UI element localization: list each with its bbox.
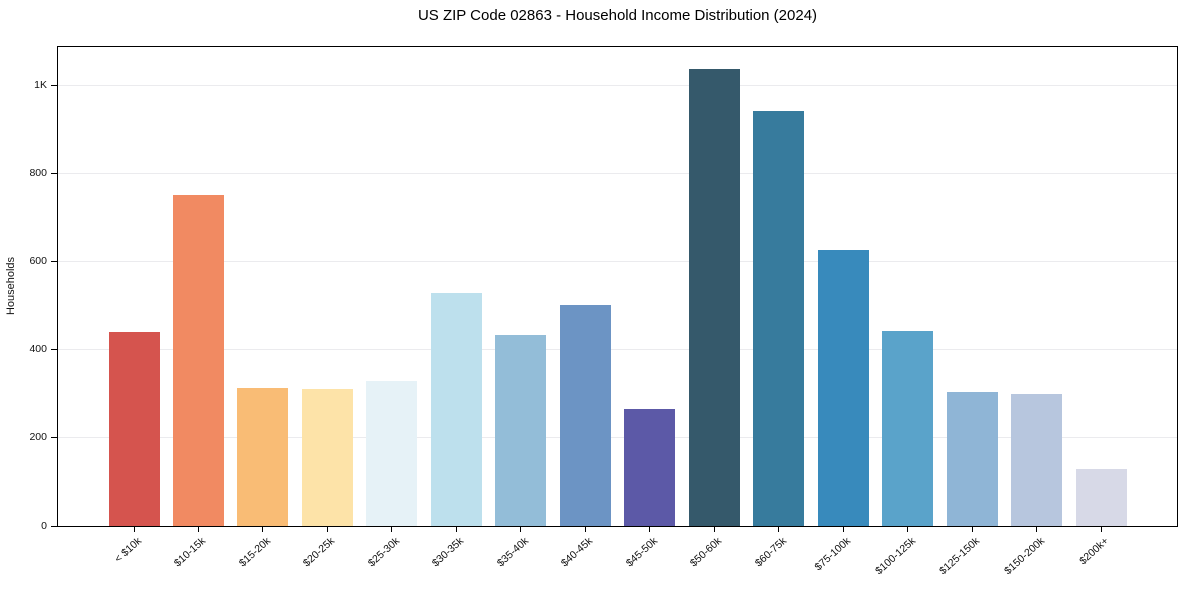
x-tick-mark	[584, 527, 586, 532]
x-tick-mark	[1036, 527, 1038, 532]
bar	[108, 331, 160, 526]
y-tick-label: 600	[29, 255, 47, 268]
bar	[946, 391, 998, 526]
chart-title: US ZIP Code 02863 - Household Income Dis…	[417, 7, 818, 24]
x-tick-mark	[262, 527, 264, 532]
x-tick-mark	[713, 527, 715, 532]
y-tick-mark	[51, 261, 57, 263]
x-tick-mark	[520, 527, 522, 532]
x-tick-mark	[455, 527, 457, 532]
x-tick-mark	[133, 527, 135, 532]
bar	[753, 111, 805, 526]
y-tick-mark	[51, 525, 57, 527]
x-tick-mark	[1100, 527, 1102, 532]
bar	[882, 330, 934, 526]
gridline	[58, 436, 1177, 438]
x-tick-mark	[197, 527, 199, 532]
bar	[301, 389, 353, 526]
x-tick-label: < $10k	[112, 535, 145, 566]
bar	[817, 249, 869, 526]
bar	[172, 195, 224, 526]
x-tick-mark	[971, 527, 973, 532]
gridline	[58, 84, 1177, 86]
bar	[624, 409, 676, 526]
x-tick-mark	[907, 527, 909, 532]
bar	[688, 69, 740, 526]
y-tick-label: 0	[41, 519, 47, 532]
gridline	[58, 348, 1177, 350]
y-tick-mark	[51, 173, 57, 175]
x-tick-mark	[326, 527, 328, 532]
x-tick-mark	[842, 527, 844, 532]
x-tick-mark	[649, 527, 651, 532]
bar	[366, 381, 418, 526]
bar	[495, 334, 547, 526]
bar	[559, 305, 611, 526]
y-tick-mark	[51, 437, 57, 439]
y-tick-mark	[51, 85, 57, 87]
bar	[237, 387, 289, 526]
bar	[430, 292, 482, 526]
y-tick-label: 800	[29, 167, 47, 180]
x-tick-mark	[391, 527, 393, 532]
y-tick-mark	[51, 349, 57, 351]
gridline	[58, 172, 1177, 174]
bar	[1011, 394, 1063, 526]
bar	[1075, 469, 1127, 526]
x-tick-mark	[778, 527, 780, 532]
plot-area	[57, 46, 1178, 527]
gridline	[58, 260, 1177, 262]
y-tick-label: 200	[29, 431, 47, 444]
y-tick-label: 400	[29, 343, 47, 356]
y-tick-label: 1K	[34, 79, 47, 92]
